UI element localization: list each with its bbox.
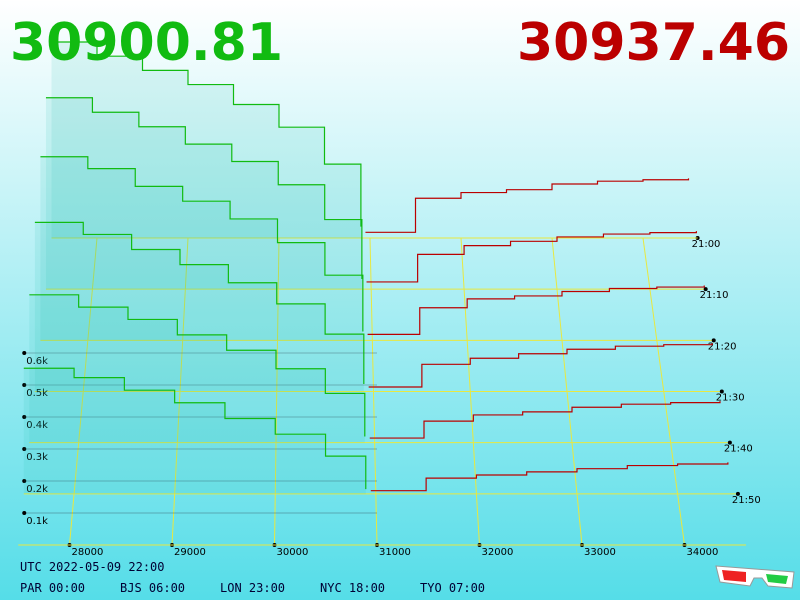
y-tick-mark	[22, 415, 27, 419]
y-tick-label: 0.3k	[26, 452, 48, 463]
y-tick-mark	[22, 351, 27, 355]
time-tick-label: 21:00	[692, 239, 721, 250]
time-tick-label: 21:30	[716, 393, 745, 404]
bid-depth-line	[45, 97, 363, 280]
clocks: PAR 00:00 BJS 06:00 LON 23:00 NYC 18:00 TYO …	[20, 581, 485, 595]
bid-depth-line	[51, 41, 362, 227]
ask-depth-line	[366, 231, 697, 283]
x-tick-label: 31000	[379, 547, 411, 558]
ask-depth-line	[370, 462, 729, 492]
clock-label: BJS 06:00	[120, 581, 185, 595]
x-tick-label: 32000	[482, 547, 514, 558]
footer-time: UTC 2022-05-09 22:00	[20, 560, 165, 574]
y-tick-mark	[22, 479, 27, 483]
clock-label: PAR 00:00	[20, 581, 85, 595]
bid-price: 30900.81	[10, 13, 283, 73]
ask-depth-line	[365, 178, 690, 233]
time-tick-label: 21:10	[700, 290, 729, 301]
bid-area	[29, 294, 365, 443]
time-tick-mark	[711, 338, 716, 343]
y-tick-label: 0.4k	[26, 420, 48, 431]
ask-depth-line	[367, 285, 705, 336]
bid-area	[23, 368, 366, 494]
x-tick-label: 28000	[72, 547, 104, 558]
time-tick-mark	[703, 287, 708, 292]
ask-depth-line	[369, 401, 721, 439]
bid-area	[34, 222, 364, 392]
clock-label: LON 23:00	[220, 581, 285, 595]
bid-depth-line	[34, 221, 365, 384]
y-tick-mark	[22, 511, 27, 515]
y-tick-label: 0.1k	[26, 516, 48, 527]
time-tick-mark	[735, 491, 740, 496]
y-tick-mark	[22, 383, 27, 387]
time-tick-label: 21:40	[724, 444, 753, 455]
y-tick-label: 0.2k	[26, 484, 48, 495]
y-tick-label: 0.5k	[26, 388, 48, 399]
time-tick-mark	[719, 389, 724, 394]
y-tick-label: 0.6k	[26, 356, 48, 367]
ask-depth-line	[368, 343, 713, 388]
bid-area	[45, 97, 362, 290]
bid-depth-line	[23, 367, 367, 490]
time-tick-label: 21:20	[708, 341, 737, 352]
time-tick-mark	[727, 440, 732, 445]
plot: 28000 29000 30000 31000 32000 33000 34000 21:00…	[18, 41, 761, 558]
3d-glasses-icon	[715, 565, 795, 589]
clock-label: TYO 07:00	[420, 581, 485, 595]
time-tick-label: 21:50	[732, 495, 761, 506]
bid-area	[40, 156, 363, 341]
bid-depth-line	[29, 294, 366, 437]
x-tick-label: 29000	[174, 547, 206, 558]
x-tick-label: 30000	[277, 547, 309, 558]
ask-price: 30937.46	[517, 13, 790, 73]
y-tick-mark	[22, 447, 27, 451]
bid-depth-line	[40, 156, 364, 332]
clock-label: NYC 18:00	[320, 581, 385, 595]
bid-area	[51, 41, 361, 238]
x-tick-label: 33000	[584, 547, 616, 558]
x-tick-label: 34000	[687, 547, 719, 558]
